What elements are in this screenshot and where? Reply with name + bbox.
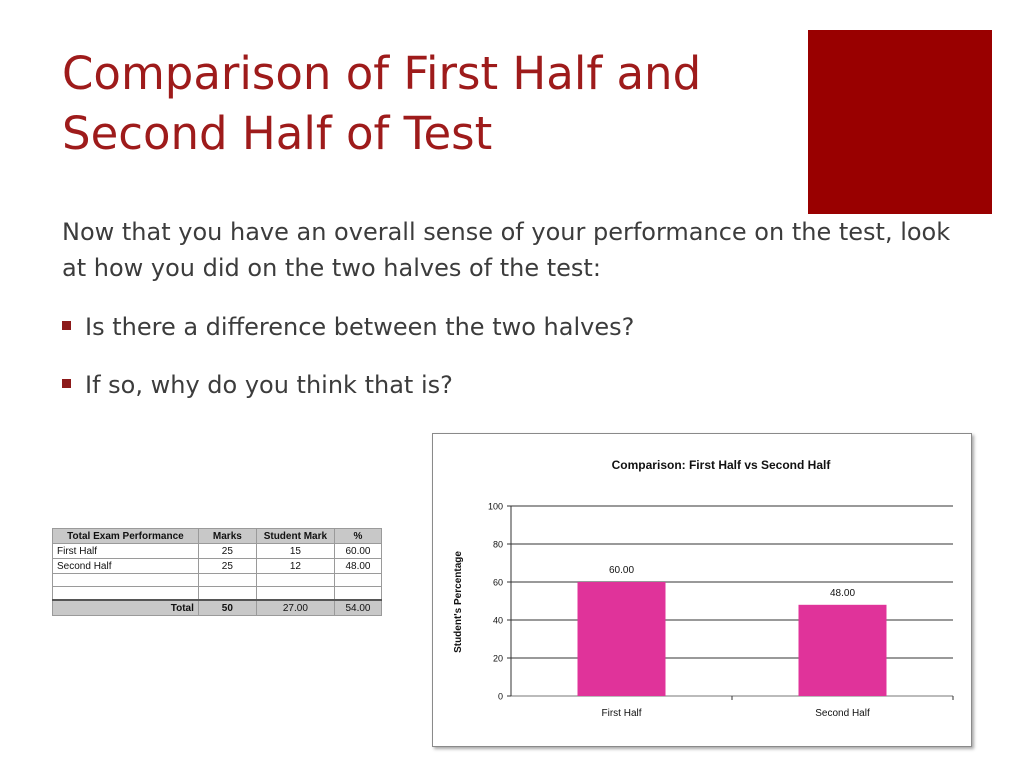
table-header-cell: Total Exam Performance <box>52 528 199 544</box>
bar-first-half <box>577 582 666 696</box>
x-tick-label: Second Half <box>815 708 870 719</box>
slide-title-line-2: Second Half of Test <box>62 107 493 160</box>
bar-second-half <box>798 604 887 696</box>
bullet-text-1: Is there a difference between the two ha… <box>85 313 635 341</box>
accent-block <box>808 30 992 214</box>
chart-x-labels: First Half Second Half <box>602 696 954 719</box>
y-tick-label: 20 <box>493 654 503 664</box>
table-cell <box>333 586 383 601</box>
table-total-cell: 27.00 <box>255 599 335 616</box>
table-total-label: Total <box>52 599 199 616</box>
table-cell <box>52 586 199 601</box>
table-row-empty <box>52 586 383 601</box>
bullet-item-1: Is there a difference between the two ha… <box>62 312 862 342</box>
bullet-square-icon <box>62 320 71 330</box>
slide-title: Comparison of First Half and Second Half… <box>62 44 792 164</box>
bar-chart: Comparison: First Half vs Second Half St… <box>453 458 954 719</box>
table-cell: 12 <box>255 558 335 574</box>
table-cell <box>197 573 257 587</box>
bar-chart-frame: Comparison: First Half vs Second Half St… <box>432 433 972 747</box>
table-cell: 25 <box>197 543 257 559</box>
slide-title-line-1: Comparison of First Half and <box>62 47 702 100</box>
table-total-row: Total 50 27.00 54.00 <box>52 599 383 616</box>
bar-value-label: 60.00 <box>609 565 634 576</box>
table-cell: 15 <box>255 543 335 559</box>
table-cell: Second Half <box>52 558 199 574</box>
x-tick-label: First Half <box>602 708 642 719</box>
table-cell: 60.00 <box>333 543 383 559</box>
intro-text: Now that you have an overall sense of yo… <box>62 218 951 282</box>
table-cell: 25 <box>197 558 257 574</box>
table-header-cell: % <box>333 528 383 544</box>
table-cell <box>255 586 335 601</box>
bullet-square-icon <box>62 378 71 388</box>
table-cell <box>333 573 383 587</box>
y-tick-label: 80 <box>493 540 503 550</box>
y-tick-label: 60 <box>493 578 503 588</box>
chart-title: Comparison: First Half vs Second Half <box>612 458 832 472</box>
table-cell <box>197 586 257 601</box>
table-header-cell: Marks <box>197 528 257 544</box>
table-header-row: Total Exam Performance Marks Student Mar… <box>52 528 383 544</box>
chart-y-ticks: 0 20 40 60 80 100 <box>488 502 512 702</box>
exam-performance-table: Total Exam Performance Marks Student Mar… <box>52 528 383 616</box>
table-cell <box>52 573 199 587</box>
chart-gridlines <box>511 505 953 697</box>
bar-value-label: 48.00 <box>830 588 855 599</box>
chart-bars <box>577 582 887 696</box>
table-total-cell: 54.00 <box>333 599 383 616</box>
table-cell <box>255 573 335 587</box>
table-row: First Half 25 15 60.00 <box>52 543 383 559</box>
chart-value-labels: 60.00 48.00 <box>609 565 855 599</box>
table-row-empty <box>52 573 383 587</box>
table-total-cell: 50 <box>197 599 257 616</box>
y-axis-label: Student's Percentage <box>453 551 464 653</box>
table-cell: 48.00 <box>333 558 383 574</box>
bullet-text-2: If so, why do you think that is? <box>85 371 453 399</box>
y-tick-label: 40 <box>493 616 503 626</box>
table-row: Second Half 25 12 48.00 <box>52 558 383 574</box>
bullet-item-2: If so, why do you think that is? <box>62 370 862 400</box>
y-tick-label: 0 <box>498 692 503 702</box>
y-tick-label: 100 <box>488 502 503 512</box>
table-header-cell: Student Mark <box>255 528 335 544</box>
table-cell: First Half <box>52 543 199 559</box>
